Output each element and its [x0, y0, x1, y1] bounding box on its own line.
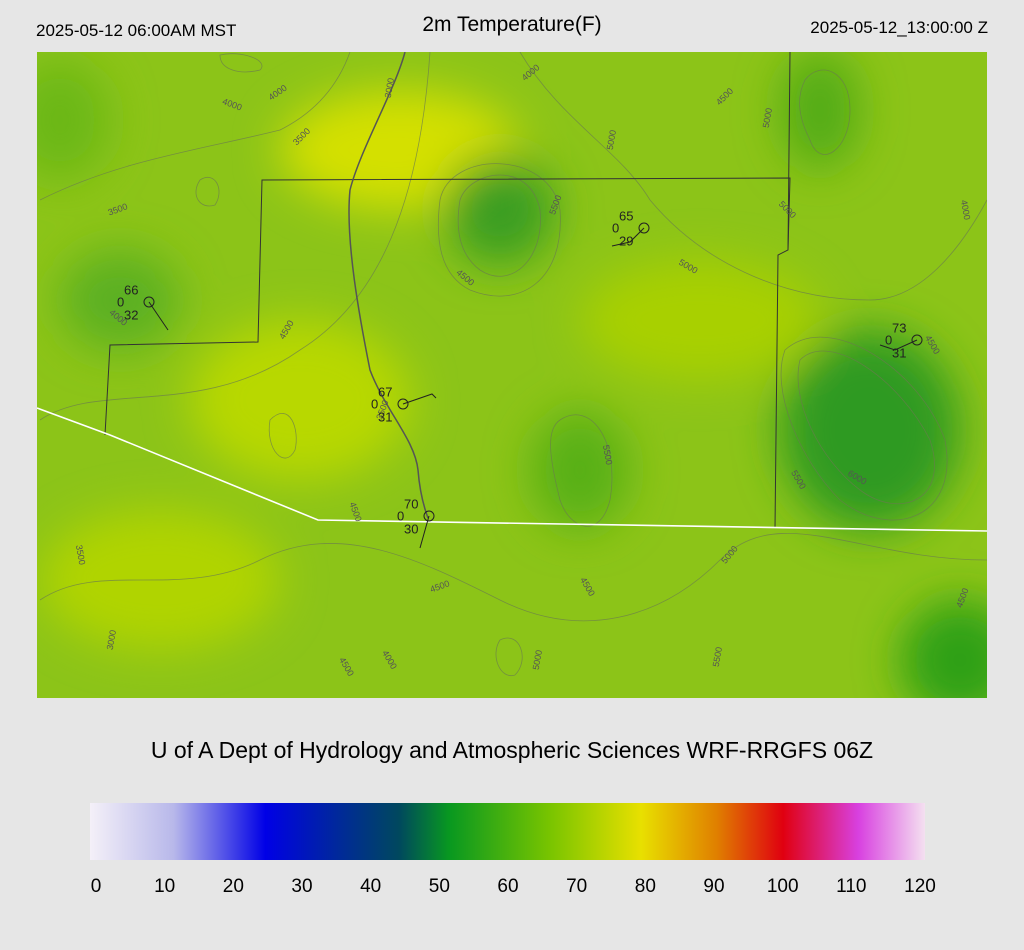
- temperature: 70: [404, 496, 418, 511]
- contour-label: 4000: [959, 199, 972, 220]
- wind-barb: [402, 393, 437, 405]
- colorbar-tick-label: 110: [836, 876, 866, 897]
- dewpoint: 32: [124, 307, 138, 322]
- map-title: 2m Temperature(F): [422, 13, 601, 36]
- temperature: 67: [378, 384, 392, 399]
- contour-label: 5500: [601, 444, 614, 465]
- contour-label: 5500: [711, 646, 724, 667]
- wind-speed: 0: [612, 220, 619, 235]
- credit: U of A Dept of Hydrology and Atmospheric…: [151, 737, 873, 763]
- contour-label: 5000: [761, 107, 774, 128]
- wind-barb: [611, 227, 645, 247]
- colorbar-tick-label: 20: [223, 876, 244, 897]
- colorbar-tick-label: 70: [566, 876, 587, 897]
- wind-barb: [419, 515, 430, 549]
- station-marker: [143, 296, 155, 308]
- temperature: 65: [619, 208, 633, 223]
- temperature: 73: [892, 320, 906, 335]
- colorbar: [90, 803, 925, 860]
- dewpoint: 29: [619, 233, 633, 248]
- station-marker: [638, 222, 650, 234]
- map: [37, 52, 987, 698]
- colorbar-tick-label: 30: [291, 876, 312, 897]
- contour-label: 3000: [383, 77, 396, 98]
- colorbar-tick-label: 100: [767, 876, 799, 897]
- dewpoint: 31: [892, 345, 906, 360]
- dewpoint: 30: [404, 521, 418, 536]
- colorbar-tick-label: 0: [91, 876, 102, 897]
- station-marker: [397, 398, 409, 410]
- colorbar-tick-label: 80: [635, 876, 656, 897]
- contour-label: 3000: [105, 629, 118, 650]
- wind-speed: 0: [885, 332, 892, 347]
- station-marker: [911, 334, 923, 346]
- dewpoint: 31: [378, 409, 392, 424]
- contour-label: 5000: [531, 649, 544, 670]
- contour-label: 5000: [605, 129, 618, 150]
- wind-barb: [879, 339, 918, 351]
- contour-label: 3500: [74, 544, 87, 565]
- wind-speed: 0: [397, 508, 404, 523]
- station-marker: [423, 510, 435, 522]
- colorbar-tick-label: 50: [429, 876, 450, 897]
- wind-speed: 0: [117, 294, 124, 309]
- colorbar-tick-label: 10: [154, 876, 175, 897]
- wind-barb: [148, 301, 169, 331]
- colorbar-tick-label: 40: [360, 876, 381, 897]
- temperature: 66: [124, 282, 138, 297]
- colorbar-tick-label: 90: [703, 876, 724, 897]
- colorbar-tick-label: 60: [497, 876, 518, 897]
- wind-speed: 0: [371, 396, 378, 411]
- valid-local: 2025-05-12 06:00AM MST: [36, 21, 236, 40]
- valid-utc: 2025-05-12_13:00:00 Z: [810, 18, 988, 37]
- colorbar-tick-label: 120: [904, 876, 936, 897]
